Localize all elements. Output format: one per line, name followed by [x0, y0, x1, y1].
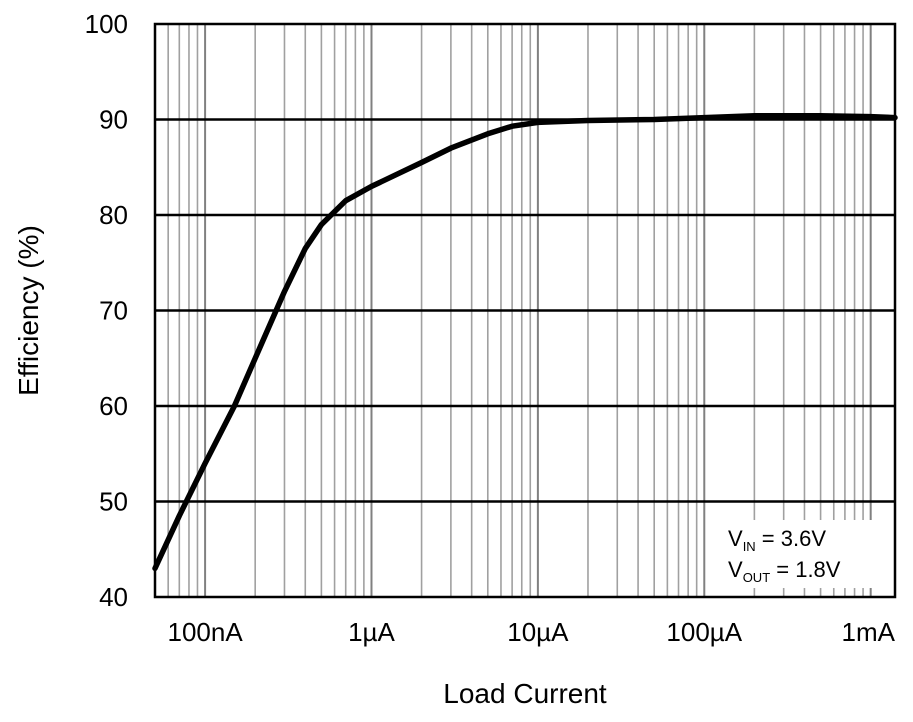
y-tick-label: 80	[99, 200, 128, 230]
y-tick-label: 50	[99, 487, 128, 517]
annotation-vin: VIN = 3.6V	[728, 526, 826, 554]
vout-value: = 1.8V	[770, 557, 841, 582]
y-tick-labels: 40 50 60 70 80 90 100	[85, 9, 128, 612]
y-tick-label: 40	[99, 582, 128, 612]
vout-main: V	[728, 557, 743, 582]
y-tick-label: 100	[85, 9, 128, 39]
x-tick-labels: 100nA 1µA 10µA 100µA 1mA	[167, 617, 895, 647]
series-layer	[152, 112, 898, 572]
y-tick-label: 90	[99, 105, 128, 135]
vout-sub: OUT	[743, 570, 771, 585]
y-tick-label: 70	[99, 296, 128, 326]
annotation-background	[722, 520, 880, 588]
x-tick-label: 1mA	[842, 617, 896, 647]
series-line	[152, 112, 898, 572]
plot-frame	[153, 22, 897, 599]
y-axis-title: Efficiency (%)	[13, 225, 44, 396]
annotation-vout: VOUT = 1.8V	[728, 557, 841, 585]
vin-sub: IN	[743, 539, 756, 554]
y-tick-label: 60	[99, 391, 128, 421]
vin-value: = 3.6V	[756, 526, 827, 551]
x-tick-label: 100nA	[167, 617, 243, 647]
x-axis-title: Load Current	[443, 678, 607, 709]
x-tick-label: 1µA	[348, 617, 395, 647]
x-tick-label: 10µA	[507, 617, 569, 647]
vin-main: V	[728, 526, 743, 551]
x-tick-label: 100µA	[666, 617, 742, 647]
